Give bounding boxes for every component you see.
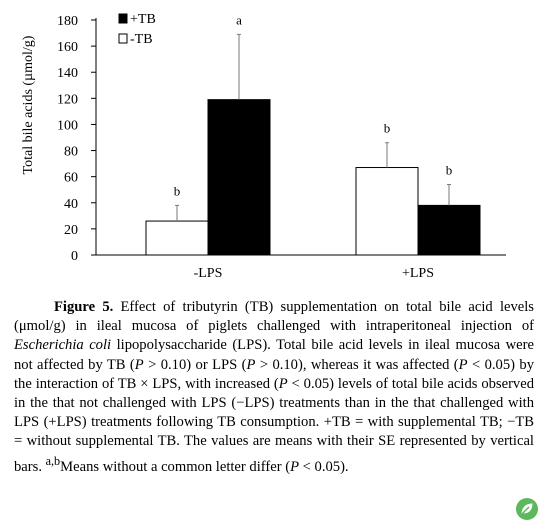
y-tick-label: 80 bbox=[64, 145, 78, 160]
bar bbox=[355, 167, 419, 256]
legend-swatch bbox=[118, 13, 128, 24]
bars bbox=[145, 99, 481, 256]
figure-caption: Figure 5. Effect of tributyrin (TB) supp… bbox=[14, 299, 534, 475]
y-tick-label: 0 bbox=[71, 249, 78, 264]
bile-acid-bar-chart: Total bile acids (µmol/g) 0 20 40 60 80 100 12… bbox=[21, 12, 506, 281]
figure-label: Figure 5. bbox=[54, 299, 114, 315]
y-tick-label: 140 bbox=[57, 66, 78, 81]
bar bbox=[417, 204, 481, 256]
x-tick-labels: -LPS +LPS bbox=[194, 266, 434, 281]
legend: +TB -TB bbox=[118, 12, 156, 47]
significance-letter: b bbox=[384, 121, 391, 136]
legend-swatch bbox=[118, 33, 128, 44]
significance-letter: a bbox=[236, 12, 242, 27]
y-ticks: 0 20 40 60 80 100 120 140 160 180 bbox=[57, 14, 96, 264]
significance-letter: b bbox=[174, 183, 181, 198]
superscript-letters: a,b bbox=[45, 453, 61, 468]
y-tick-label: 60 bbox=[64, 171, 78, 186]
leaf-icon bbox=[516, 498, 538, 520]
y-tick-label: 20 bbox=[64, 223, 78, 238]
significance-letters: b b a b bbox=[174, 12, 453, 198]
legend-label: +TB bbox=[130, 12, 156, 27]
y-tick-label: 120 bbox=[57, 92, 78, 107]
error-bars bbox=[175, 33, 451, 222]
y-tick-label: 160 bbox=[57, 40, 78, 55]
significance-letter: b bbox=[446, 163, 453, 178]
bar bbox=[145, 220, 209, 256]
y-axis-title: Total bile acids (µmol/g) bbox=[21, 35, 36, 174]
x-tick-label: +LPS bbox=[402, 266, 434, 281]
y-tick-label: 40 bbox=[64, 197, 78, 212]
y-tick-label: 180 bbox=[57, 14, 78, 29]
x-tick-label: -LPS bbox=[194, 266, 223, 281]
y-tick-label: 100 bbox=[57, 118, 78, 133]
species-name: Escherichia coli bbox=[14, 337, 112, 354]
bar bbox=[207, 99, 271, 256]
legend-label: -TB bbox=[130, 32, 153, 47]
